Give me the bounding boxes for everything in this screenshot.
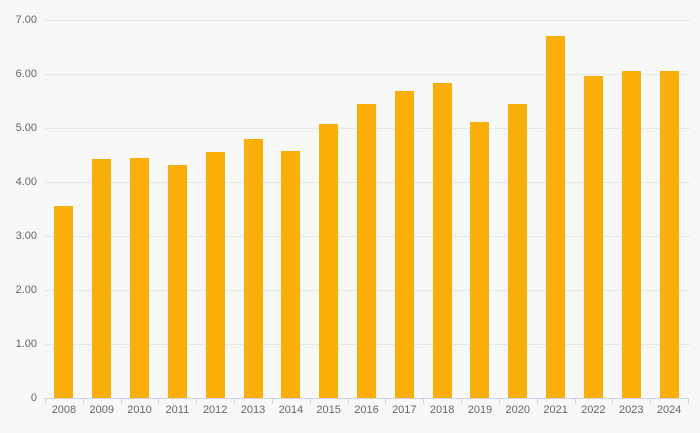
x-axis-label-2016: 2016 [354, 404, 379, 416]
bar-2022[interactable] [583, 75, 603, 398]
y-axis-label: 6.00 [15, 68, 37, 80]
x-axis-label-2024: 2024 [656, 404, 682, 416]
bar-2021[interactable] [546, 36, 566, 398]
axis-tick [272, 398, 273, 404]
x-axis-label-2021: 2021 [543, 404, 568, 416]
axis-tick [234, 398, 235, 404]
bar-2023[interactable] [621, 71, 641, 398]
axis-tick [121, 398, 122, 404]
axis-tick [348, 398, 349, 404]
y-axis-label: 5.00 [15, 122, 37, 134]
bar-2012[interactable] [205, 151, 225, 398]
axis-tick [83, 398, 84, 404]
axis-tick [650, 398, 651, 404]
bar-2010[interactable] [130, 158, 150, 398]
x-axis-label-2012: 2012 [202, 404, 228, 416]
x-axis-label-2018: 2018 [429, 404, 455, 416]
x-axis-label-2015: 2015 [316, 404, 341, 416]
bar-2016[interactable] [357, 103, 376, 398]
axis-tick [575, 398, 576, 404]
x-axis-label-2010: 2010 [127, 404, 152, 416]
y-axis-label: 7.00 [15, 14, 37, 26]
x-axis-label-2023: 2023 [619, 404, 644, 416]
x-axis-label-2017: 2017 [392, 404, 417, 416]
x-axis-label-2019: 2019 [467, 404, 493, 416]
axis-tick [385, 398, 386, 404]
axis-tick [310, 398, 311, 404]
x-axis-label-2020: 2020 [505, 404, 531, 416]
axis-tick [688, 398, 689, 404]
x-axis-label-2011: 2011 [165, 404, 190, 416]
y-axis-label: 0 [30, 392, 37, 404]
axis-tick [45, 398, 46, 404]
bar-2013[interactable] [243, 139, 263, 398]
axis-tick [158, 398, 159, 404]
x-axis-label-2008: 2008 [51, 404, 77, 416]
gridline [45, 20, 690, 21]
bar-2018[interactable] [432, 83, 452, 398]
x-axis-label-2013: 2013 [240, 404, 266, 416]
bar-2015[interactable] [319, 124, 339, 398]
bar-2008[interactable] [54, 206, 74, 398]
bar-2009[interactable] [92, 159, 112, 398]
bar-2017[interactable] [394, 90, 414, 398]
bar-2011[interactable] [167, 164, 187, 398]
x-axis-label-2009: 2009 [89, 404, 114, 416]
bar-2020[interactable] [508, 103, 528, 398]
x-axis-label-2014: 2014 [278, 404, 304, 416]
bar-2014[interactable] [281, 150, 301, 398]
axis-tick [537, 398, 538, 404]
axis-tick [612, 398, 613, 404]
x-axis-line [45, 398, 689, 399]
axis-tick [499, 398, 500, 404]
bar-2019[interactable] [470, 121, 490, 398]
y-axis-label: 2.00 [15, 284, 37, 296]
axis-tick [196, 398, 197, 404]
axis-tick [423, 398, 424, 404]
x-axis-label-2022: 2022 [581, 404, 606, 416]
gridline [45, 74, 690, 75]
y-axis-label: 3.00 [15, 230, 37, 242]
y-axis-label: 1.00 [15, 338, 37, 350]
y-axis-label: 4.00 [15, 176, 37, 188]
bar-2024[interactable] [659, 71, 679, 398]
axis-tick [461, 398, 462, 404]
